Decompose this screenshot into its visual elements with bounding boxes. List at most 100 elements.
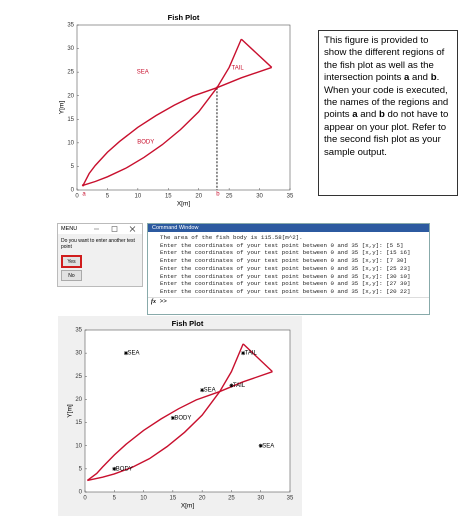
point-label: BODY — [116, 466, 133, 472]
note-text: do not have to appear on your plot. Refe… — [324, 109, 449, 158]
point-marker — [112, 466, 117, 471]
x-tick-label: 35 — [287, 496, 294, 502]
x-axis-label: X[m] — [181, 503, 195, 510]
point-marker — [258, 443, 263, 448]
x-tick-label: 20 — [199, 496, 206, 502]
note-bold-text: a — [352, 109, 358, 121]
command-line: Enter the coordinates of your test point… — [160, 264, 411, 272]
x-tick-label: 0 — [75, 194, 79, 200]
y-tick-label: 35 — [67, 23, 74, 29]
command-line: Enter the coordinates of your test point… — [160, 257, 407, 265]
curve — [82, 66, 272, 186]
command-prompt[interactable]: fx >> — [148, 296, 429, 305]
x-tick-label: 10 — [140, 496, 147, 502]
command-output: The area of the fish body is 115.58[m^2]… — [148, 232, 429, 296]
curve — [86, 370, 273, 481]
yes-button[interactable]: Yes — [61, 255, 82, 268]
x-tick-label: 15 — [165, 194, 172, 200]
x-tick-label: 15 — [170, 496, 177, 502]
command-line: Enter the coordinates of your test point… — [160, 280, 411, 288]
y-tick-label: 30 — [67, 46, 74, 52]
x-tick-label: 10 — [135, 194, 142, 200]
point-label: SEA — [204, 388, 216, 394]
intersection-point — [81, 184, 85, 187]
x-tick-label: 30 — [257, 496, 264, 502]
note-box: This figure is provided to show the diff… — [318, 30, 458, 196]
x-tick-label: 25 — [226, 194, 233, 200]
y-tick-label: 0 — [79, 490, 83, 496]
menu-title: MENU — [61, 226, 78, 232]
region-label: BODY — [137, 139, 154, 145]
close-icon[interactable] — [129, 226, 136, 232]
command-window: Command Window The area of the fish body… — [147, 223, 430, 315]
curve — [87, 343, 244, 482]
note-text: and — [409, 72, 431, 84]
x-tick-label: 35 — [287, 194, 294, 200]
x-tick-label: 30 — [256, 194, 263, 200]
x-tick-label: 5 — [106, 194, 110, 200]
point-marker — [200, 388, 205, 393]
command-line: Enter the coordinates of your test point… — [160, 272, 411, 280]
maximize-icon[interactable] — [111, 226, 118, 232]
y-tick-label: 10 — [75, 443, 82, 449]
note-text: This figure is provided to show the diff… — [324, 35, 445, 84]
y-axis-label: Y[m] — [59, 101, 66, 115]
region-label: TAIL — [232, 65, 245, 71]
menu-title-bar: MENU — [58, 224, 142, 234]
command-line: Enter the coordinates of your test point… — [160, 249, 411, 257]
point-marker — [124, 351, 128, 356]
y-tick-label: 10 — [67, 140, 74, 146]
note-bold-text: b — [378, 109, 385, 121]
y-tick-label: 25 — [67, 70, 74, 76]
x-tick-label: 0 — [83, 496, 87, 502]
chart-title: Fish Plot — [172, 319, 204, 328]
chart-title: Fish Plot — [168, 13, 200, 22]
point-marker — [241, 351, 246, 356]
prompt-text: >> — [159, 297, 167, 305]
curve — [240, 38, 273, 68]
y-tick-label: 20 — [75, 397, 82, 403]
no-button[interactable]: No — [61, 270, 82, 281]
point-label: BODY — [174, 416, 191, 422]
y-tick-label: 5 — [79, 466, 83, 472]
command-line: The area of the fish body is 115.58[m^2]… — [160, 234, 303, 241]
region-label: SEA — [137, 70, 149, 76]
x-tick-label: 25 — [228, 496, 235, 502]
y-tick-label: 20 — [67, 93, 74, 99]
point-label: SEA — [128, 351, 140, 357]
point-label: TAIL — [245, 351, 258, 357]
point-marker — [229, 383, 234, 388]
y-tick-label: 0 — [71, 188, 75, 194]
y-axis-label: Y[m] — [67, 404, 74, 418]
intersection-label: b — [216, 192, 220, 198]
point-marker — [170, 415, 175, 420]
command-line: Enter the coordinates of your test point… — [160, 241, 404, 249]
point-label: SEA — [262, 443, 274, 449]
intersection-point — [215, 86, 219, 89]
x-axis-label: X[m] — [177, 201, 191, 208]
x-tick-label: 5 — [113, 496, 117, 502]
note-bold-text: b — [430, 72, 437, 84]
command-line: Enter the coordinates of your test point… — [160, 287, 411, 295]
y-tick-label: 15 — [75, 420, 82, 426]
axes-background — [76, 24, 291, 191]
y-tick-label: 15 — [67, 117, 74, 123]
note-text: and — [357, 109, 379, 121]
curve — [242, 343, 273, 373]
point-label: TAIL — [233, 383, 246, 389]
curve — [82, 38, 242, 186]
intersection-label: a — [82, 192, 86, 198]
y-tick-label: 5 — [71, 164, 75, 170]
y-tick-label: 30 — [75, 351, 82, 357]
menu-question: Do you want to enter another test point — [61, 238, 135, 250]
prompt-icon: fx — [151, 298, 156, 305]
axes-background — [84, 329, 291, 493]
y-tick-label: 35 — [75, 328, 82, 334]
command-window-title: Command Window — [148, 224, 429, 232]
x-tick-label: 20 — [195, 194, 202, 200]
window-controls — [94, 226, 136, 232]
note-text: . When your code is executed, the names … — [324, 72, 449, 121]
y-tick-label: 25 — [75, 374, 82, 380]
